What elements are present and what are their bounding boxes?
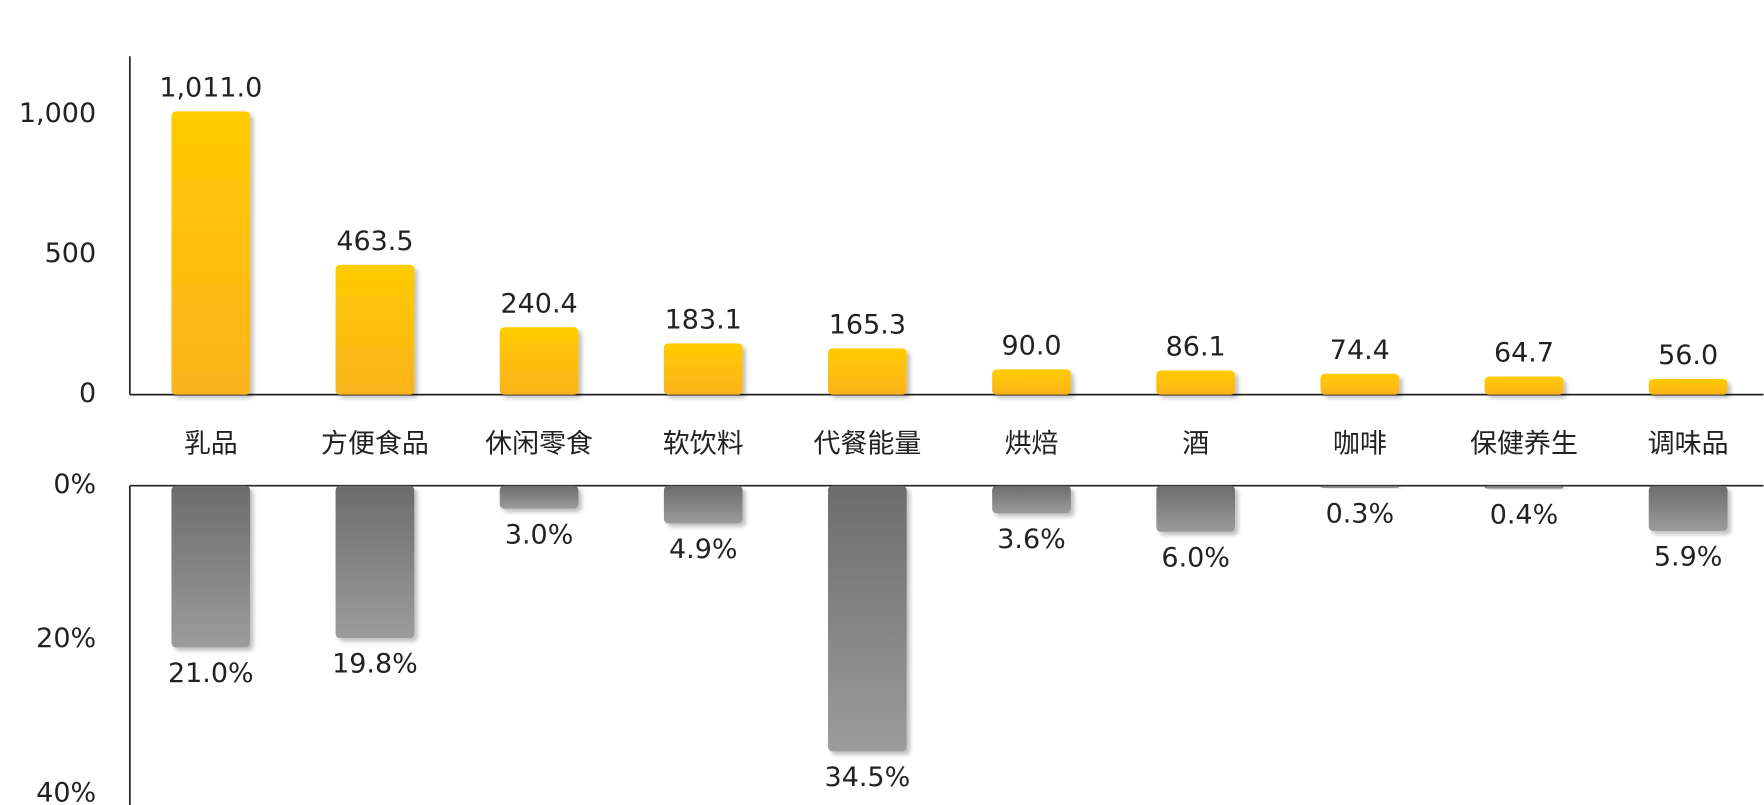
x-tick-label: 咖啡 [1333, 429, 1387, 460]
data-label: 74.4 [1330, 335, 1390, 366]
y-tick-label: 20% [36, 623, 96, 654]
bar [1320, 485, 1400, 489]
data-label: 463.5 [336, 226, 413, 257]
y-tick-label: 1,000 [19, 98, 96, 129]
bar [499, 327, 579, 395]
data-label: 240.4 [500, 288, 577, 319]
data-label: 21.0% [168, 658, 254, 689]
data-label: 5.9% [1654, 542, 1723, 573]
bar [1484, 376, 1564, 395]
data-label: 183.1 [665, 304, 742, 335]
data-label: 6.0% [1161, 542, 1230, 573]
x-tick-label: 调味品 [1648, 429, 1729, 460]
x-tick-label: 软饮料 [663, 429, 744, 460]
bar [828, 348, 907, 395]
x-tick-label: 保健养生 [1470, 429, 1578, 460]
bar [1484, 485, 1564, 489]
x-tick-label: 乳品 [184, 429, 238, 460]
bar [171, 485, 251, 648]
bar [1156, 370, 1236, 395]
bar [171, 111, 251, 395]
data-label: 1,011.0 [159, 72, 262, 103]
bar [663, 485, 743, 524]
bar [992, 369, 1071, 395]
data-label: 3.0% [505, 519, 574, 550]
bar [828, 485, 907, 752]
x-tick-label: 烘焙 [1005, 429, 1059, 460]
x-tick-label: 代餐能量 [813, 429, 921, 460]
data-label: 3.6% [997, 524, 1066, 555]
data-label: 64.7 [1494, 338, 1554, 369]
bar [663, 343, 743, 395]
y-tick-label: 0 [79, 378, 96, 409]
data-label: 0.3% [1326, 498, 1395, 529]
bar [1320, 373, 1400, 395]
data-label: 86.1 [1166, 332, 1226, 363]
data-label: 90.0 [1002, 330, 1062, 361]
bar [992, 485, 1071, 514]
x-tick-label: 酒 [1182, 429, 1209, 460]
data-label: 0.4% [1490, 499, 1559, 530]
bar [1648, 485, 1728, 532]
y-tick-label: 0% [53, 469, 96, 500]
data-label: 165.3 [829, 309, 906, 340]
bar [1648, 378, 1728, 395]
bar [335, 485, 415, 639]
data-label: 34.5% [825, 762, 911, 793]
data-label: 4.9% [669, 534, 738, 565]
data-label: 56.0 [1658, 340, 1718, 371]
data-label: 19.8% [332, 649, 418, 680]
y-tick-label: 40% [36, 777, 96, 805]
y-tick-label: 500 [45, 238, 96, 269]
bar [499, 485, 579, 509]
bar [1156, 485, 1236, 532]
x-tick-label: 方便食品 [321, 429, 429, 460]
bar [335, 264, 415, 395]
x-tick-label: 休闲零食 [485, 429, 593, 460]
